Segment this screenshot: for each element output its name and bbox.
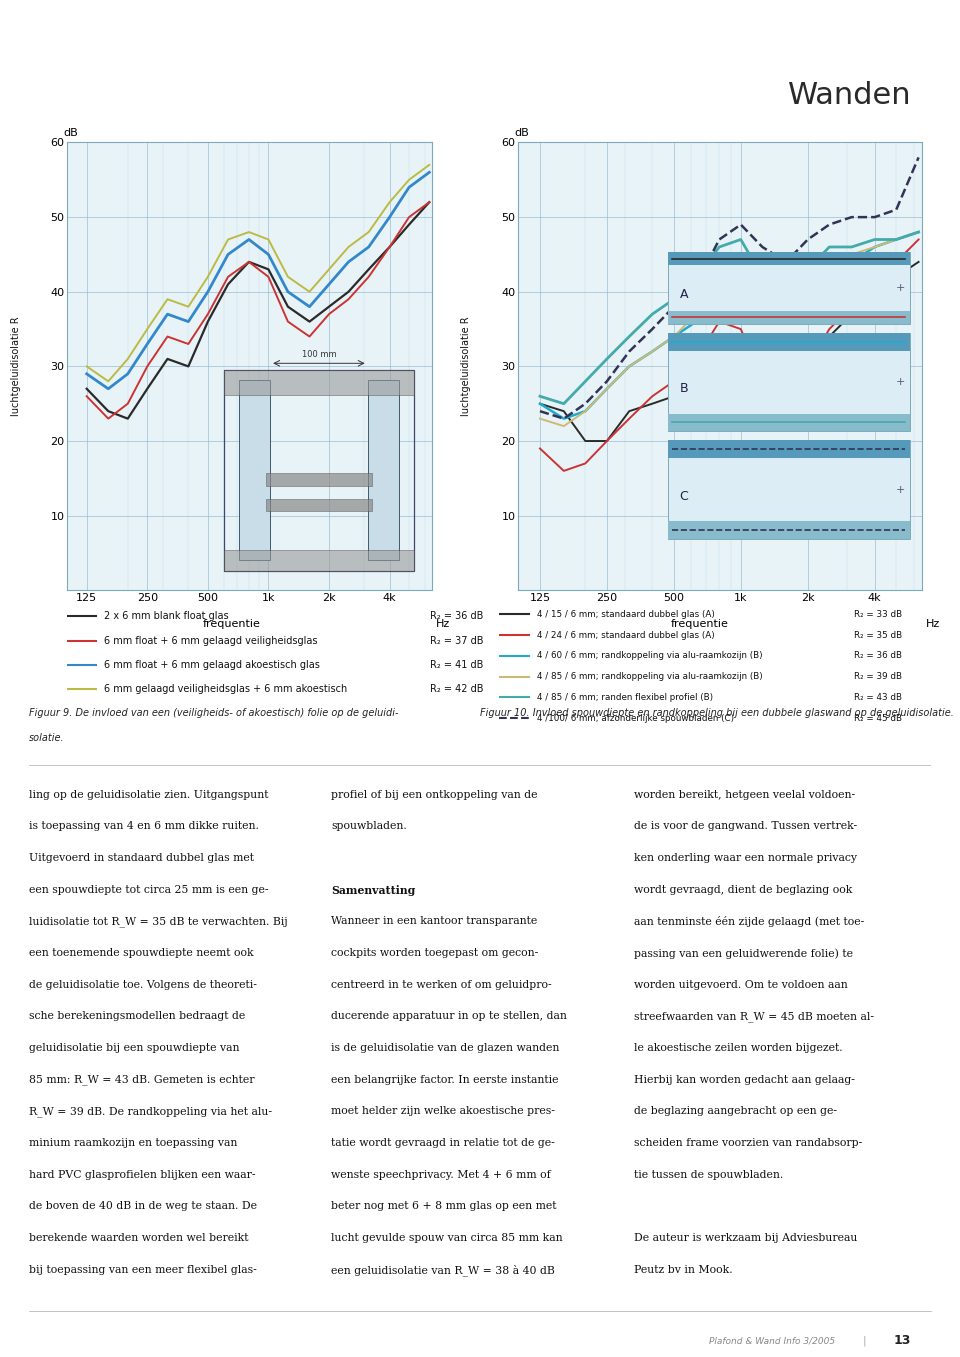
Text: berekende waarden worden wel bereikt: berekende waarden worden wel bereikt: [29, 1234, 249, 1243]
Text: luchtgeluidisolatie R: luchtgeluidisolatie R: [12, 316, 21, 417]
Text: de geluidisolatie toe. Volgens de theoreti-: de geluidisolatie toe. Volgens de theore…: [29, 980, 256, 989]
Text: B: B: [680, 383, 688, 395]
Text: ken onderling waar een normale privacy: ken onderling waar een normale privacy: [634, 854, 856, 863]
Text: tatie wordt gevraagd in relatie tot de ge-: tatie wordt gevraagd in relatie tot de g…: [331, 1139, 555, 1148]
Text: spouwbladen.: spouwbladen.: [331, 821, 407, 832]
Text: worden bereikt, hetgeen veelal voldoen-: worden bereikt, hetgeen veelal voldoen-: [634, 790, 854, 799]
Text: beter nog met 6 + 8 mm glas op een met: beter nog met 6 + 8 mm glas op een met: [331, 1201, 557, 1212]
Text: frequentie: frequentie: [671, 619, 729, 630]
Text: luchtgeluidisolatie R: luchtgeluidisolatie R: [461, 316, 471, 417]
FancyBboxPatch shape: [667, 252, 909, 324]
Text: ling op de geluidisolatie zien. Uitgangspunt: ling op de geluidisolatie zien. Uitgangs…: [29, 790, 268, 799]
Text: Plafond & Wand Info 3/2005: Plafond & Wand Info 3/2005: [709, 1337, 835, 1345]
Text: passing van een geluidwerende folie) te: passing van een geluidwerende folie) te: [634, 949, 852, 958]
Text: R₂ = 39 dB: R₂ = 39 dB: [854, 672, 902, 681]
Text: Hz: Hz: [925, 619, 940, 630]
Text: bij toepassing van een meer flexibel glas-: bij toepassing van een meer flexibel gla…: [29, 1265, 256, 1274]
Text: dB: dB: [63, 128, 79, 138]
Text: solatie.: solatie.: [29, 733, 64, 744]
Text: tie tussen de spouwbladen.: tie tussen de spouwbladen.: [634, 1170, 782, 1179]
FancyBboxPatch shape: [667, 521, 909, 539]
Text: +: +: [896, 484, 905, 494]
Text: 6 mm gelaagd veiligheidsglas + 6 mm akoestisch: 6 mm gelaagd veiligheidsglas + 6 mm akoe…: [105, 684, 348, 695]
Text: 6 mm float + 6 mm gelaagd veiligheidsglas: 6 mm float + 6 mm gelaagd veiligheidsgla…: [105, 635, 318, 646]
Text: 4 / 60 / 6 mm; randkoppeling via alu-raamkozijn (B): 4 / 60 / 6 mm; randkoppeling via alu-raa…: [538, 651, 763, 661]
Text: worden uitgevoerd. Om te voldoen aan: worden uitgevoerd. Om te voldoen aan: [634, 980, 848, 989]
Text: R₂ = 42 dB: R₂ = 42 dB: [430, 684, 484, 695]
FancyBboxPatch shape: [667, 332, 909, 350]
Text: aan tenminste één zijde gelaagd (met toe-: aan tenminste één zijde gelaagd (met toe…: [634, 916, 864, 927]
Text: 4 / 15 / 6 mm; standaard dubbel glas (A): 4 / 15 / 6 mm; standaard dubbel glas (A): [538, 609, 715, 619]
Text: moet helder zijn welke akoestische pres-: moet helder zijn welke akoestische pres-: [331, 1106, 555, 1117]
Text: is de geluidisolatie van de glazen wanden: is de geluidisolatie van de glazen wande…: [331, 1044, 560, 1053]
Text: A: A: [680, 288, 688, 301]
Text: 4 / 85 / 6 mm; randen flexibel profiel (B): 4 / 85 / 6 mm; randen flexibel profiel (…: [538, 693, 713, 702]
Text: De auteur is werkzaam bij Adviesbureau: De auteur is werkzaam bij Adviesbureau: [634, 1234, 857, 1243]
Text: streefwaarden van R_W = 45 dB moeten al-: streefwaarden van R_W = 45 dB moeten al-: [634, 1011, 874, 1022]
Text: is toepassing van 4 en 6 mm dikke ruiten.: is toepassing van 4 en 6 mm dikke ruiten…: [29, 821, 258, 832]
Text: de is voor de gangwand. Tussen vertrek-: de is voor de gangwand. Tussen vertrek-: [634, 821, 856, 832]
Text: 4 /100/ 6 mm; afzonderlijke spouwbladen (C): 4 /100/ 6 mm; afzonderlijke spouwbladen …: [538, 714, 734, 723]
Text: hard PVC glasprofielen blijken een waar-: hard PVC glasprofielen blijken een waar-: [29, 1170, 255, 1179]
Text: dB: dB: [515, 128, 529, 138]
Text: wenste speechprivacy. Met 4 + 6 mm of: wenste speechprivacy. Met 4 + 6 mm of: [331, 1170, 551, 1179]
Text: le akoestische zeilen worden bijgezet.: le akoestische zeilen worden bijgezet.: [634, 1044, 842, 1053]
Text: R₂ = 35 dB: R₂ = 35 dB: [854, 631, 902, 639]
Text: R₂ = 36 dB: R₂ = 36 dB: [430, 611, 484, 622]
Text: R₂ = 43 dB: R₂ = 43 dB: [854, 693, 902, 702]
Text: C: C: [680, 490, 688, 502]
Text: de beglazing aangebracht op een ge-: de beglazing aangebracht op een ge-: [634, 1106, 836, 1117]
Text: Wanden: Wanden: [788, 80, 912, 110]
Text: een belangrijke factor. In eerste instantie: een belangrijke factor. In eerste instan…: [331, 1075, 559, 1084]
Text: 85 mm: R_W = 43 dB. Gemeten is echter: 85 mm: R_W = 43 dB. Gemeten is echter: [29, 1075, 254, 1086]
Text: Samenvatting: Samenvatting: [331, 885, 416, 896]
Text: een toenemende spouwdiepte neemt ook: een toenemende spouwdiepte neemt ook: [29, 949, 253, 958]
Text: +: +: [896, 377, 905, 387]
Text: R₂ = 37 dB: R₂ = 37 dB: [430, 635, 484, 646]
Text: Uitgevoerd in standaard dubbel glas met: Uitgevoerd in standaard dubbel glas met: [29, 854, 253, 863]
FancyBboxPatch shape: [667, 252, 909, 265]
Text: R₂ = 36 dB: R₂ = 36 dB: [854, 651, 902, 661]
Text: sche berekeningsmodellen bedraagt de: sche berekeningsmodellen bedraagt de: [29, 1011, 245, 1022]
Text: Wanneer in een kantoor transparante: Wanneer in een kantoor transparante: [331, 916, 538, 927]
Text: minium raamkozijn en toepassing van: minium raamkozijn en toepassing van: [29, 1139, 237, 1148]
Text: luidisolatie tot R_W = 35 dB te verwachten. Bij: luidisolatie tot R_W = 35 dB te verwacht…: [29, 916, 288, 927]
FancyBboxPatch shape: [667, 440, 909, 539]
Text: scheiden frame voorzien van randabsorp-: scheiden frame voorzien van randabsorp-: [634, 1139, 862, 1148]
Text: lucht gevulde spouw van circa 85 mm kan: lucht gevulde spouw van circa 85 mm kan: [331, 1234, 563, 1243]
Text: 2 x 6 mm blank float glas: 2 x 6 mm blank float glas: [105, 611, 229, 622]
Text: geluidisolatie bij een spouwdiepte van: geluidisolatie bij een spouwdiepte van: [29, 1044, 239, 1053]
Text: ducerende apparatuur in op te stellen, dan: ducerende apparatuur in op te stellen, d…: [331, 1011, 567, 1022]
Text: een geluidisolatie van R_W = 38 à 40 dB: een geluidisolatie van R_W = 38 à 40 dB: [331, 1265, 555, 1277]
Text: R_W = 39 dB. De randkoppeling via het alu-: R_W = 39 dB. De randkoppeling via het al…: [29, 1106, 272, 1117]
Text: R₂ = 45 dB: R₂ = 45 dB: [854, 714, 902, 723]
Text: Hierbij kan worden gedacht aan gelaag-: Hierbij kan worden gedacht aan gelaag-: [634, 1075, 854, 1084]
Text: |: |: [862, 1335, 866, 1346]
FancyBboxPatch shape: [667, 332, 909, 432]
Text: Hz: Hz: [436, 619, 450, 630]
FancyBboxPatch shape: [667, 440, 909, 459]
Text: 13: 13: [894, 1334, 911, 1348]
Text: Figuur 9. De invloed van een (veiligheids- of akoestisch) folie op de geluidi-: Figuur 9. De invloed van een (veiligheid…: [29, 708, 398, 718]
Text: +: +: [896, 284, 905, 293]
FancyBboxPatch shape: [667, 414, 909, 432]
Text: R₂ = 41 dB: R₂ = 41 dB: [430, 660, 484, 670]
Text: frequentie: frequentie: [203, 619, 260, 630]
Text: een spouwdiepte tot circa 25 mm is een ge-: een spouwdiepte tot circa 25 mm is een g…: [29, 885, 268, 894]
Text: 4 / 24 / 6 mm; standaard dubbel glas (A): 4 / 24 / 6 mm; standaard dubbel glas (A): [538, 631, 715, 639]
Text: de boven de 40 dB in de weg te staan. De: de boven de 40 dB in de weg te staan. De: [29, 1201, 257, 1212]
Text: Figuur 10. Invloed spouwdiepte en randkoppeling bij een dubbele glaswand op de g: Figuur 10. Invloed spouwdiepte en randko…: [480, 708, 954, 718]
Text: cockpits worden toegepast om gecon-: cockpits worden toegepast om gecon-: [331, 949, 539, 958]
Text: Peutz bv in Mook.: Peutz bv in Mook.: [634, 1265, 732, 1274]
FancyBboxPatch shape: [667, 311, 909, 324]
Text: 6 mm float + 6 mm gelaagd akoestisch glas: 6 mm float + 6 mm gelaagd akoestisch gla…: [105, 660, 321, 670]
Text: wordt gevraagd, dient de beglazing ook: wordt gevraagd, dient de beglazing ook: [634, 885, 852, 894]
Text: centreerd in te werken of om geluidpro-: centreerd in te werken of om geluidpro-: [331, 980, 552, 989]
Text: profiel of bij een ontkoppeling van de: profiel of bij een ontkoppeling van de: [331, 790, 538, 799]
Text: 4 / 85 / 6 mm; randkoppeling via alu-raamkozijn (B): 4 / 85 / 6 mm; randkoppeling via alu-raa…: [538, 672, 763, 681]
Text: R₂ = 33 dB: R₂ = 33 dB: [854, 609, 902, 619]
